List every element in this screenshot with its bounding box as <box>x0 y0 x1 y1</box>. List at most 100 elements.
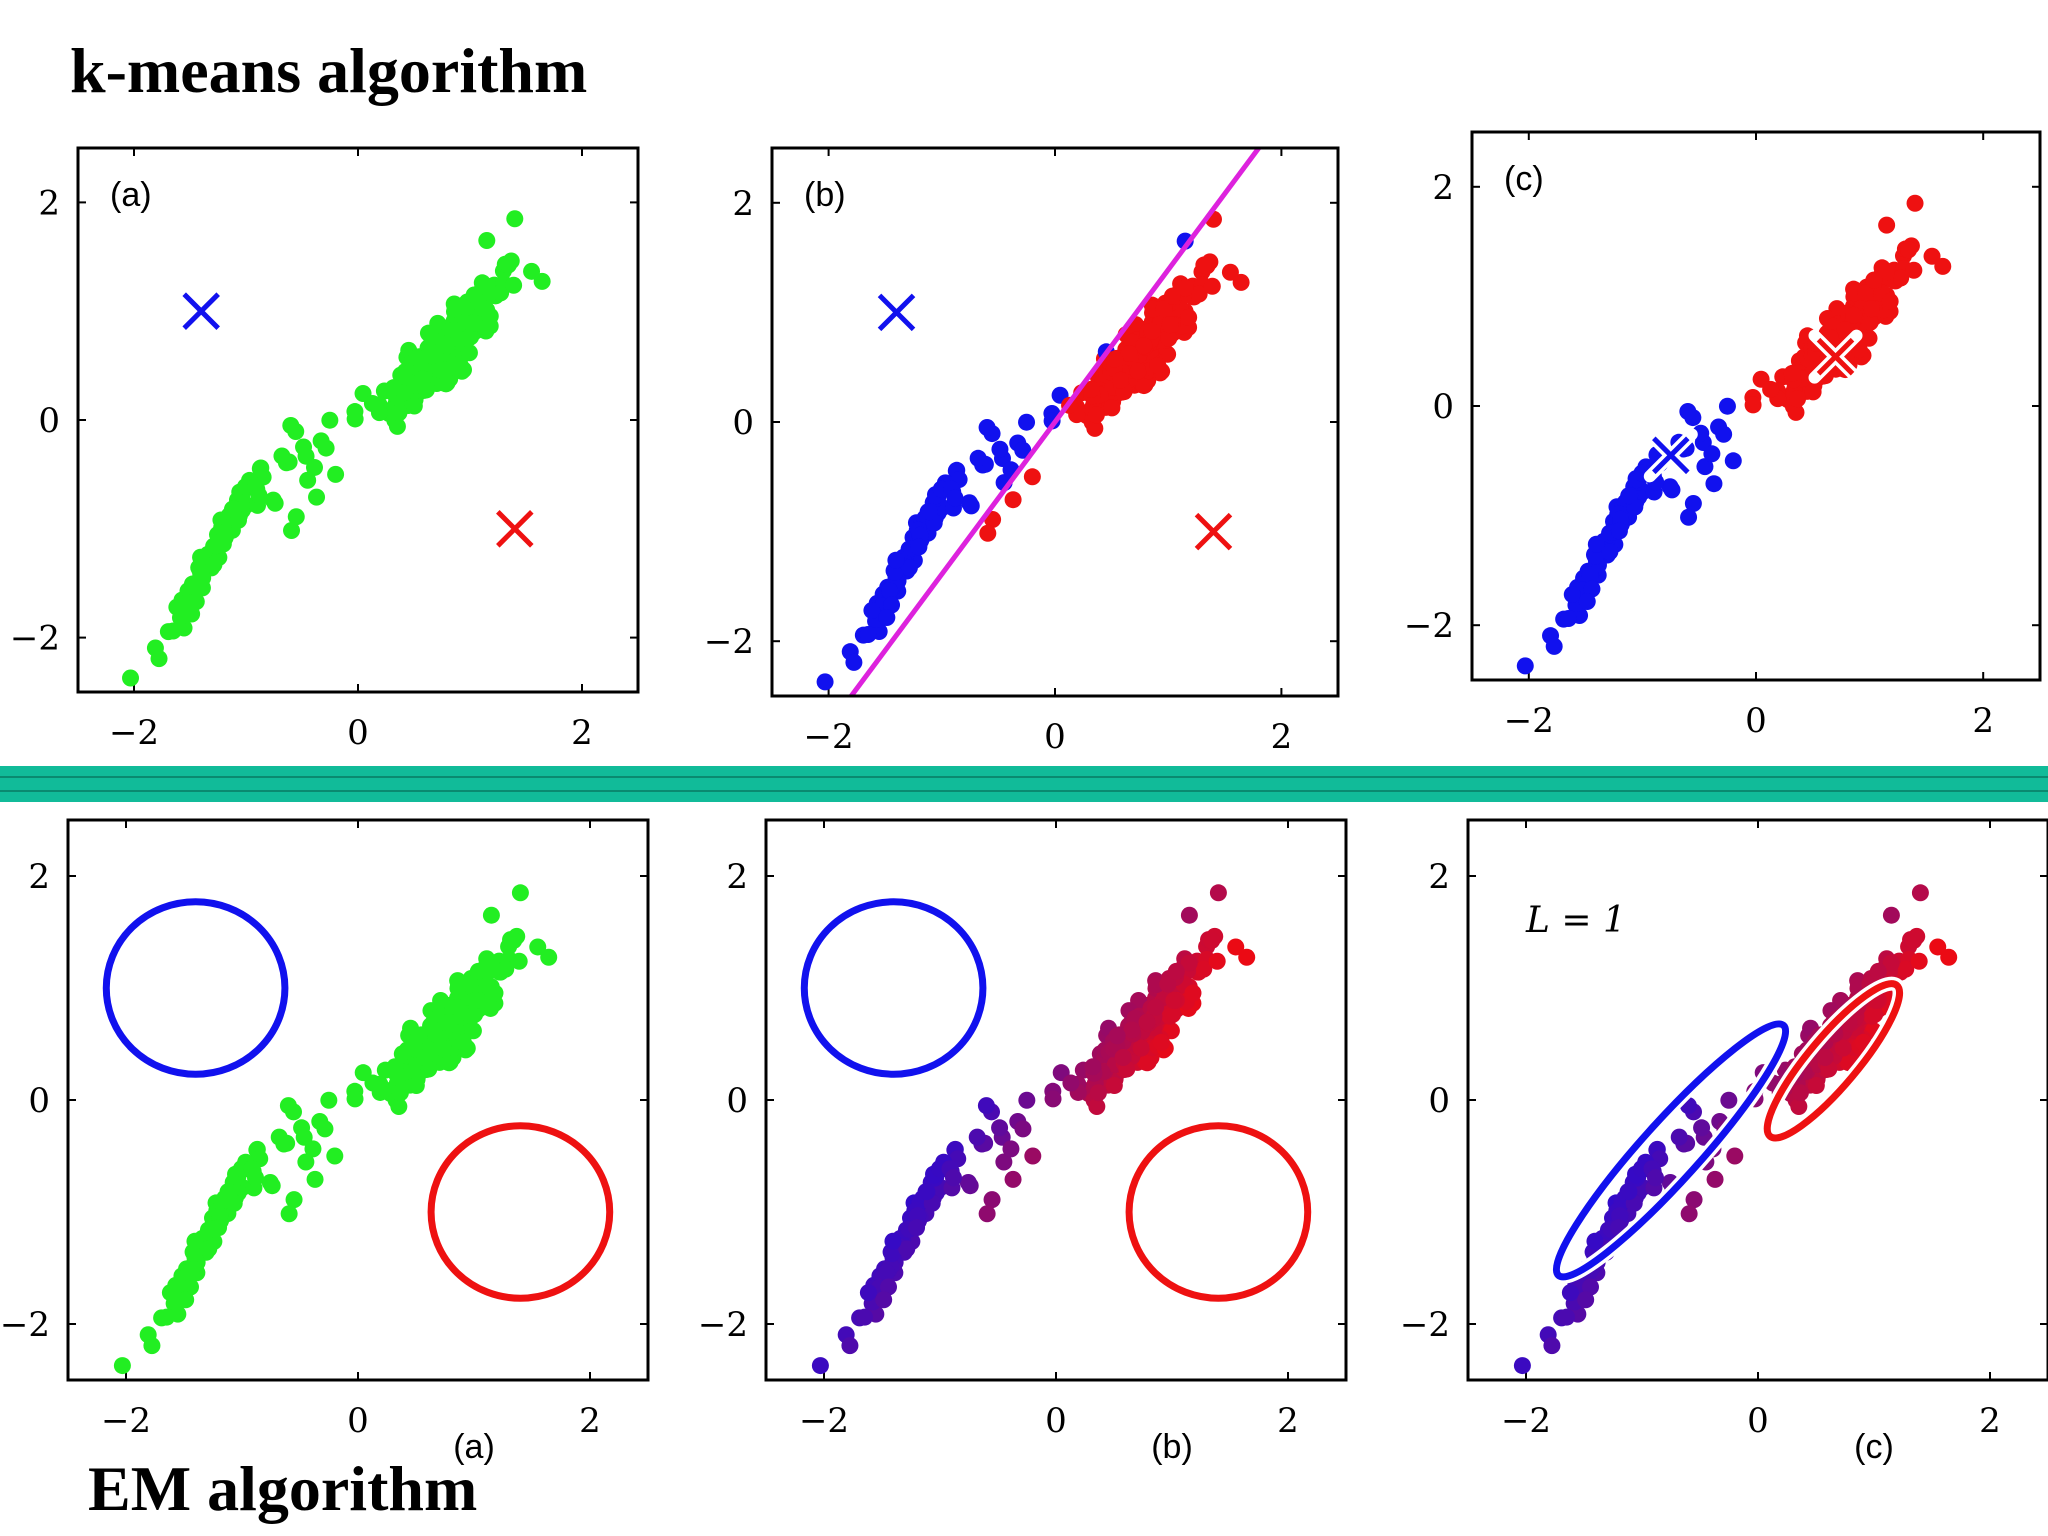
data-point <box>492 284 510 302</box>
plot-frame <box>764 818 1348 1382</box>
data-point <box>285 1191 303 1209</box>
data-point <box>457 298 475 316</box>
data-point <box>1892 269 1910 287</box>
data-point <box>431 361 449 379</box>
data-point <box>425 1021 443 1039</box>
data-point <box>1929 938 1947 956</box>
data-point <box>1905 931 1923 949</box>
data-point <box>364 1074 382 1092</box>
data-point <box>1209 884 1227 902</box>
data-point <box>469 962 487 980</box>
data-point <box>1561 1284 1579 1302</box>
data-point <box>168 598 186 616</box>
data-point <box>1882 954 1900 972</box>
data-point <box>960 494 978 512</box>
data-point <box>1836 321 1854 339</box>
data-point <box>1703 445 1721 463</box>
data-point <box>122 669 140 687</box>
data-point <box>859 626 877 644</box>
data-point <box>466 1005 484 1023</box>
data-point <box>1014 441 1032 459</box>
gaussian-ellipse <box>1552 1020 1790 1281</box>
iteration-annotation: L = 1 <box>1525 900 1626 941</box>
section-divider <box>0 766 2048 802</box>
data-point <box>946 489 964 507</box>
panels-group: −2 −2 0 0 2 2 (a) −2 −2 0 0 2 2 (b) −2 −2 0 0 2 2 (c) −2 −2 0 0 2… <box>0 130 2048 1466</box>
data-point <box>1132 1039 1150 1057</box>
data-point <box>273 447 291 465</box>
data-point <box>1923 247 1941 265</box>
data-point <box>979 524 997 542</box>
plot-frame <box>66 818 650 1382</box>
y-tick-label: 2 <box>38 183 60 223</box>
data-point <box>1934 257 1952 275</box>
data-point <box>440 1054 458 1072</box>
data-point <box>220 1183 238 1201</box>
data-point <box>1696 458 1714 476</box>
y-tick-label: 0 <box>1428 1081 1450 1121</box>
data-point <box>1706 1170 1724 1188</box>
x-tick-label: 2 <box>579 1401 601 1441</box>
data-point <box>1715 425 1733 443</box>
data-point <box>1560 610 1578 628</box>
data-point <box>944 1169 962 1187</box>
data-point <box>306 1170 324 1188</box>
data-point <box>1232 273 1250 291</box>
data-point <box>185 1245 203 1263</box>
y-tick-label: 2 <box>1428 857 1450 897</box>
data-point <box>113 1357 131 1375</box>
data-point <box>449 998 467 1016</box>
data-point <box>900 559 918 577</box>
data-point <box>177 1291 195 1309</box>
data-point <box>523 262 541 280</box>
data-point <box>440 1013 458 1031</box>
data-point <box>1680 508 1698 526</box>
cluster-center-marker <box>496 510 534 548</box>
data-point <box>451 355 469 373</box>
data-point <box>1516 657 1534 675</box>
data-point <box>185 578 203 596</box>
scatter-points <box>122 210 551 687</box>
y-tick-label: 0 <box>28 1081 50 1121</box>
data-point <box>1834 1039 1852 1057</box>
x-tick-label: 2 <box>571 713 593 753</box>
data-point <box>920 503 938 521</box>
data-point <box>465 286 483 304</box>
data-point <box>968 1128 986 1146</box>
x-tick-label: 0 <box>1044 717 1066 757</box>
data-point <box>1135 377 1153 395</box>
x-tick-label: 0 <box>1747 1401 1769 1441</box>
data-point <box>246 1169 264 1187</box>
data-point <box>1787 403 1805 421</box>
data-point <box>205 556 223 574</box>
x-tick-label: −2 <box>109 713 159 753</box>
data-point <box>863 601 881 619</box>
data-point <box>486 984 504 1002</box>
data-point <box>1882 906 1900 924</box>
gaussian-ellipse <box>800 898 987 1078</box>
x-tick-label: −2 <box>804 717 854 757</box>
data-point <box>1108 1027 1126 1045</box>
data-point <box>1004 1170 1022 1188</box>
data-point <box>279 1097 297 1115</box>
data-point <box>463 314 481 332</box>
data-point <box>969 449 987 467</box>
data-point <box>1203 277 1221 295</box>
gaussian-ellipse <box>1125 1122 1312 1302</box>
data-point <box>1062 1074 1080 1092</box>
data-point <box>1661 478 1679 496</box>
panel-label: (c) <box>1504 160 1544 198</box>
y-tick-label: 0 <box>726 1081 748 1121</box>
divider-line-top <box>0 776 2048 778</box>
data-point <box>1084 1058 1102 1076</box>
y-tick-label: −2 <box>0 1305 50 1345</box>
data-point <box>1865 271 1883 289</box>
data-point <box>959 1174 977 1192</box>
y-tick-label: 2 <box>726 857 748 897</box>
x-tick-label: −2 <box>799 1401 849 1441</box>
data-point <box>1165 991 1183 1009</box>
data-point <box>416 1048 434 1066</box>
plot-frame <box>1470 130 2042 682</box>
data-point <box>1680 1205 1698 1223</box>
data-point <box>1138 1054 1156 1072</box>
